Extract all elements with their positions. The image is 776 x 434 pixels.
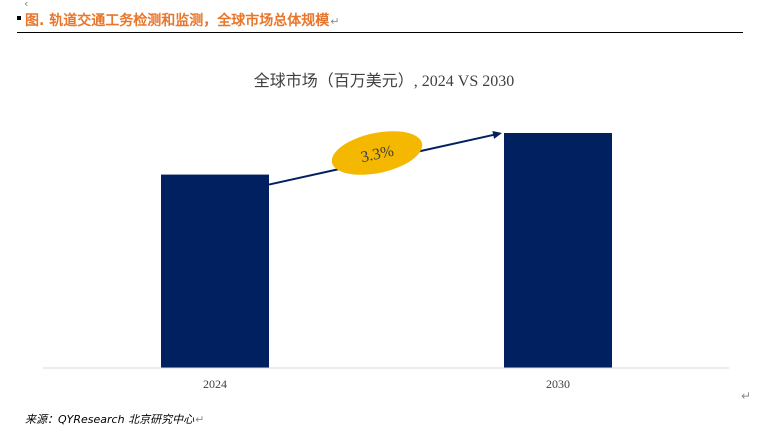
figure-header: 图. 轨道交通工务检测和监测，全球市场总体规模↵ (17, 9, 743, 33)
paragraph-mark-icon: ↵ (330, 15, 340, 28)
figure-title-text: 图. 轨道交通工务检测和监测，全球市场总体规模 (25, 13, 330, 29)
x-tick-label-2024: 2024 (203, 377, 227, 391)
side-return-mark-icon: ↵ (741, 389, 752, 403)
growth-rate-label: 3.3% (359, 143, 395, 167)
x-tick-labels: 2024 2030 (203, 377, 570, 391)
source-note: 来源：QYResearch 北京研究中心↵ (25, 411, 204, 427)
growth-rate-ellipse (331, 131, 423, 175)
bars-layer (161, 133, 612, 368)
x-tick-label-2030: 2030 (546, 377, 570, 391)
top-margin-mark: ‹ (24, 0, 29, 10)
bullet-icon (17, 16, 21, 20)
source-paragraph-mark-icon: ↵ (195, 413, 205, 426)
chart-title: 全球市场（百万美元）, 2024 VS 2030 (254, 72, 514, 90)
growth-arrowhead-icon (492, 131, 502, 139)
bar-2024 (161, 174, 269, 368)
growth-annotation: 3.3% (268, 131, 502, 186)
figure-title: 图. 轨道交通工务检测和监测，全球市场总体规模↵ (25, 10, 339, 30)
source-note-text: 来源：QYResearch 北京研究中心 (25, 413, 195, 426)
bar-2030 (504, 133, 612, 368)
bar-chart: 全球市场（百万美元）, 2024 VS 2030 2024 2030 3.3% (43, 72, 729, 391)
